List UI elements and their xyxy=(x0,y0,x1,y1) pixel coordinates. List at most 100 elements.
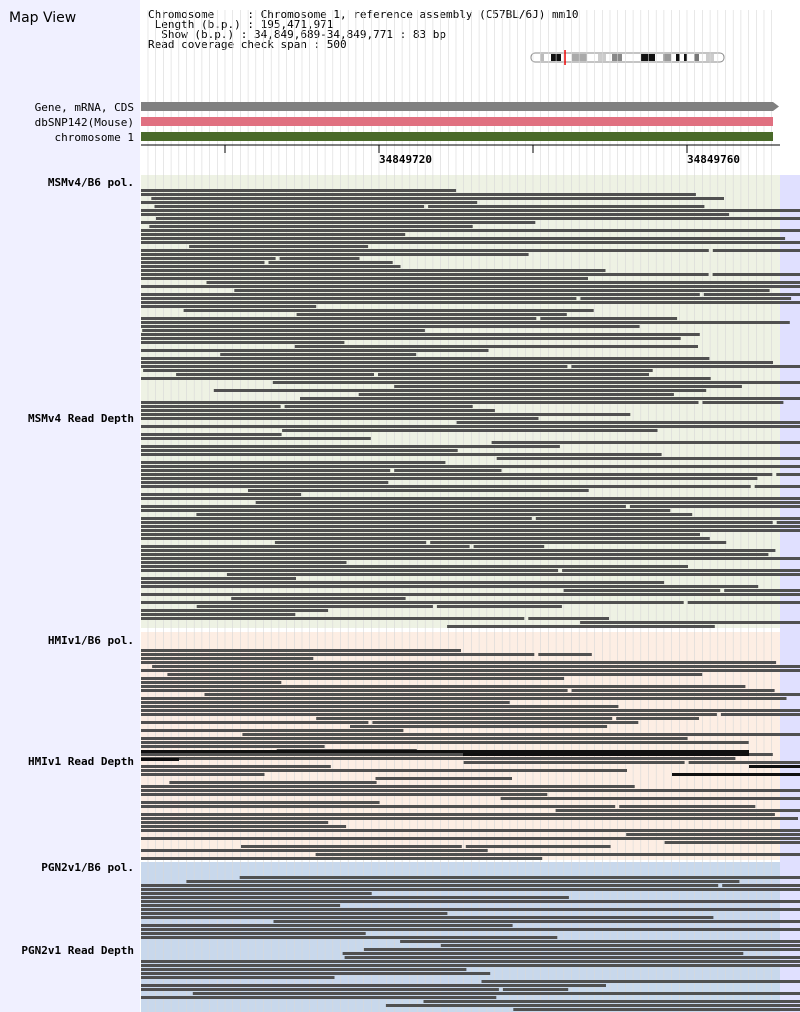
read-alignment xyxy=(141,964,800,967)
read-alignment xyxy=(141,333,700,336)
read-alignment xyxy=(213,389,707,392)
read-alignment xyxy=(248,489,589,492)
read-alignment xyxy=(358,393,674,396)
read-alignment xyxy=(141,817,798,820)
read-alignment xyxy=(141,257,276,260)
read-alignment xyxy=(141,932,366,935)
read-alignment xyxy=(342,952,744,955)
gene-track-label: Gene, mRNA, CDS xyxy=(34,101,134,114)
dbsnp-track-bar[interactable] xyxy=(141,117,773,126)
read-alignment xyxy=(375,777,512,780)
read-alignment xyxy=(141,553,769,556)
read-alignment xyxy=(626,833,800,836)
read-alignment xyxy=(141,349,489,352)
read-alignment xyxy=(447,625,715,628)
read-alignment xyxy=(141,892,372,895)
read-alignment xyxy=(284,405,473,408)
read-alignment xyxy=(712,273,800,276)
read-alignment xyxy=(239,876,800,879)
chromosome-track-bar[interactable] xyxy=(141,132,773,141)
read-alignment xyxy=(141,649,461,652)
read-alignment xyxy=(141,793,548,796)
read-alignment xyxy=(141,609,329,612)
read-alignment xyxy=(672,773,800,776)
read-alignment xyxy=(183,309,594,312)
read-alignment xyxy=(141,745,325,748)
read-alignment xyxy=(141,473,773,476)
read-alignment xyxy=(440,944,800,947)
read-alignment xyxy=(141,377,711,380)
read-alignment xyxy=(141,617,525,620)
read-alignment xyxy=(141,750,749,753)
hmi-read-depth-label: HMIv1 Read Depth xyxy=(28,755,134,768)
read-alignment xyxy=(141,821,329,824)
read-alignment xyxy=(141,593,800,596)
chromosome-ideogram[interactable] xyxy=(530,50,725,65)
read-alignment xyxy=(196,513,693,516)
read-alignment xyxy=(436,605,562,608)
track-label-sidebar xyxy=(0,0,140,1012)
read-alignment xyxy=(141,453,662,456)
read-alignment xyxy=(141,677,565,680)
read-alignment xyxy=(776,521,800,524)
read-alignment xyxy=(154,205,425,208)
read-alignment xyxy=(141,321,790,324)
read-alignment xyxy=(141,269,606,272)
read-alignment xyxy=(473,545,545,548)
read-alignment xyxy=(141,569,559,572)
chromosome-track-label: chromosome 1 xyxy=(54,131,134,144)
read-alignment xyxy=(141,485,751,488)
read-alignment xyxy=(141,972,491,975)
read-alignment xyxy=(141,577,296,580)
read-alignment xyxy=(141,585,759,588)
read-alignment xyxy=(141,477,758,480)
read-alignment xyxy=(141,837,800,840)
read-alignment xyxy=(142,329,425,332)
read-alignment xyxy=(141,657,314,660)
read-alignment xyxy=(141,561,347,564)
read-alignment xyxy=(571,689,775,692)
read-alignment xyxy=(141,285,800,288)
read-alignment xyxy=(754,485,800,488)
read-alignment xyxy=(141,805,616,808)
read-alignment xyxy=(141,425,800,428)
hmi-polymorphism-label: HMIv1/B6 pol. xyxy=(47,634,134,647)
read-alignment xyxy=(141,537,710,540)
read-alignment xyxy=(141,984,606,987)
read-alignment xyxy=(141,988,499,991)
read-alignment xyxy=(372,721,639,724)
read-alignment xyxy=(394,469,502,472)
read-alignment xyxy=(141,509,671,512)
read-alignment xyxy=(580,297,792,300)
read-alignment xyxy=(481,980,800,983)
gene-track-bar[interactable] xyxy=(141,102,773,111)
read-alignment xyxy=(141,365,568,368)
read-alignment xyxy=(385,1004,800,1007)
read-alignment xyxy=(141,249,709,252)
read-alignment xyxy=(629,505,800,508)
dbsnp-track-label: dbSNP142(Mouse) xyxy=(34,116,134,129)
read-alignment xyxy=(619,805,756,808)
read-alignments[interactable] xyxy=(141,189,800,1011)
read-alignment xyxy=(720,713,800,716)
read-alignment xyxy=(430,541,727,544)
read-alignment xyxy=(363,948,800,951)
read-alignment xyxy=(316,717,613,720)
read-alignment xyxy=(141,493,302,496)
read-alignment xyxy=(273,920,800,923)
read-alignment xyxy=(141,936,558,939)
read-alignment xyxy=(141,924,513,927)
read-alignment xyxy=(141,237,786,240)
read-alignment xyxy=(242,733,800,736)
read-alignment xyxy=(152,665,800,668)
read-alignment xyxy=(141,758,179,761)
read-alignment xyxy=(141,401,699,404)
read-alignment xyxy=(141,273,709,276)
read-alignment xyxy=(141,849,488,852)
read-alignment xyxy=(143,369,653,372)
read-alignment xyxy=(141,193,696,196)
gene-direction-arrow xyxy=(773,102,779,111)
read-alignment xyxy=(141,233,406,236)
read-alignment xyxy=(141,685,746,688)
